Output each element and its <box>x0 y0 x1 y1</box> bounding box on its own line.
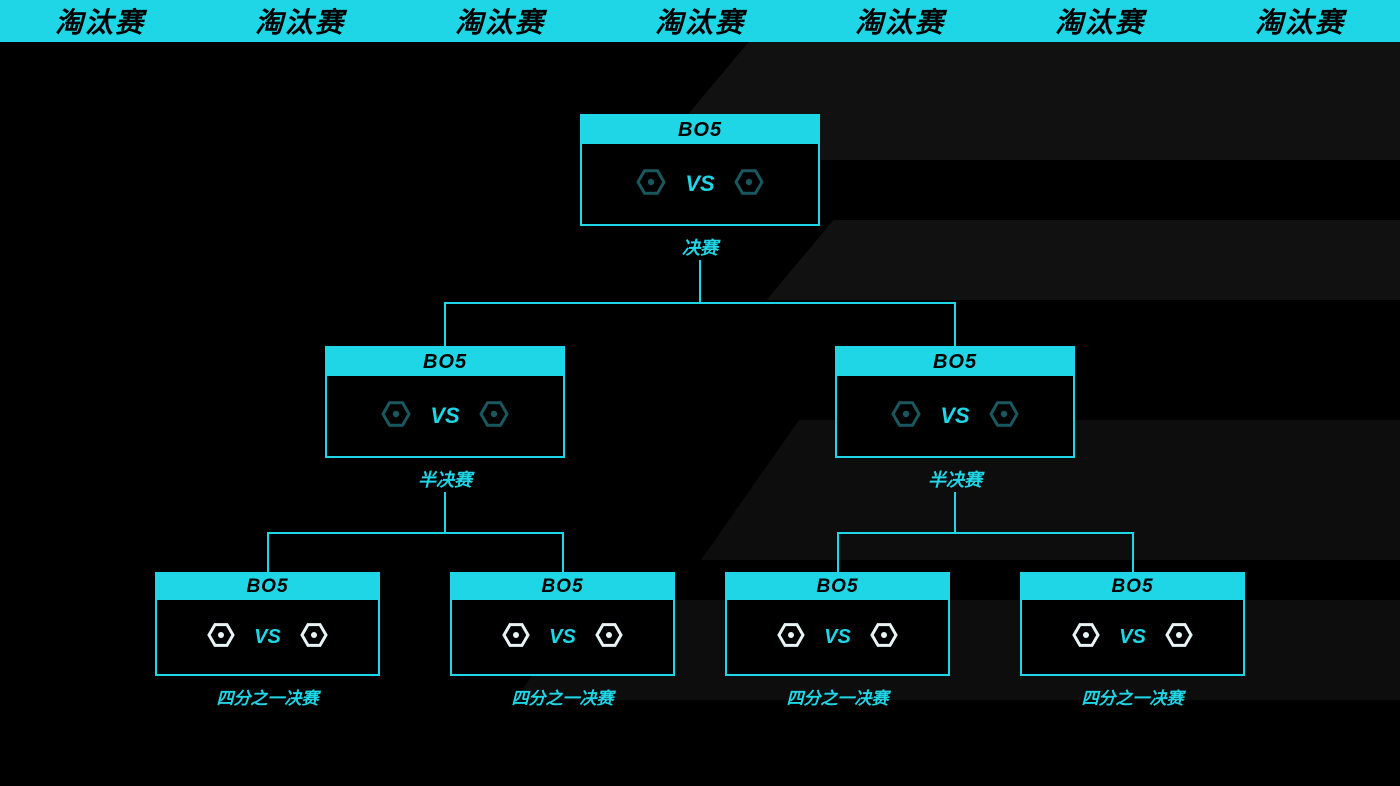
team-slot-icon <box>380 398 412 435</box>
banner-strip: 淘汰赛 淘汰赛 淘汰赛 淘汰赛 淘汰赛 淘汰赛 淘汰赛 <box>0 0 1400 42</box>
bracket-connector <box>267 532 269 572</box>
match-semifinal-1: BO5 VS <box>325 346 565 458</box>
banner-title: 淘汰赛 <box>1255 1 1345 41</box>
team-slot-icon <box>299 620 329 655</box>
bracket-connector <box>444 302 446 346</box>
match-final: BO5 VS <box>580 114 820 226</box>
round-label: 四分之一决赛 <box>1020 684 1245 709</box>
bracket-connector <box>267 532 564 534</box>
team-slot-icon <box>988 398 1020 435</box>
vs-label: VS <box>254 626 281 649</box>
match-body: VS <box>452 600 673 674</box>
bracket-connector <box>1132 532 1134 572</box>
vs-label: VS <box>549 626 576 649</box>
vs-label: VS <box>940 403 969 429</box>
vs-label: VS <box>824 626 851 649</box>
team-slot-icon <box>594 620 624 655</box>
match-body: VS <box>1022 600 1243 674</box>
bracket-connector <box>954 492 956 532</box>
match-format: BO5 <box>837 348 1073 376</box>
vs-label: VS <box>1119 626 1146 649</box>
team-slot-icon <box>478 398 510 435</box>
match-body: VS <box>582 144 818 224</box>
match-quarterfinal-1: BO5 VS <box>155 572 380 676</box>
match-quarterfinal-2: BO5 VS <box>450 572 675 676</box>
team-slot-icon <box>1071 620 1101 655</box>
match-semifinal-2: BO5 VS <box>835 346 1075 458</box>
match-body: VS <box>837 376 1073 456</box>
vs-label: VS <box>430 403 459 429</box>
bracket-connector <box>699 260 701 302</box>
round-label: 半决赛 <box>325 466 565 492</box>
banner-title: 淘汰赛 <box>455 1 545 41</box>
match-format: BO5 <box>327 348 563 376</box>
match-format: BO5 <box>452 574 673 600</box>
match-body: VS <box>327 376 563 456</box>
match-format: BO5 <box>1022 574 1243 600</box>
bracket-connector <box>837 532 1134 534</box>
team-slot-icon <box>869 620 899 655</box>
round-label: 四分之一决赛 <box>725 684 950 709</box>
banner-title: 淘汰赛 <box>855 1 945 41</box>
vs-label: VS <box>685 171 714 197</box>
banner-title: 淘汰赛 <box>255 1 345 41</box>
match-format: BO5 <box>727 574 948 600</box>
round-label: 决赛 <box>580 234 820 260</box>
banner-title: 淘汰赛 <box>55 1 145 41</box>
match-body: VS <box>727 600 948 674</box>
banner-title: 淘汰赛 <box>655 1 745 41</box>
team-slot-icon <box>776 620 806 655</box>
bracket-connector <box>954 302 956 346</box>
team-slot-icon <box>890 398 922 435</box>
bracket-connector <box>444 302 956 304</box>
round-label: 半决赛 <box>835 466 1075 492</box>
team-slot-icon <box>206 620 236 655</box>
bracket-container: BO5 VS 决赛 BO5 VS 半决赛 BO5 VS 半决赛 BO5 VS 四分之一决赛 BO5 VS 四… <box>0 42 1400 786</box>
bracket-connector <box>837 532 839 572</box>
banner-title: 淘汰赛 <box>1055 1 1145 41</box>
team-slot-icon <box>733 166 765 203</box>
bracket-connector <box>444 492 446 532</box>
bracket-connector <box>562 532 564 572</box>
round-label: 四分之一决赛 <box>155 684 380 709</box>
team-slot-icon <box>501 620 531 655</box>
match-format: BO5 <box>157 574 378 600</box>
match-quarterfinal-3: BO5 VS <box>725 572 950 676</box>
match-body: VS <box>157 600 378 674</box>
match-format: BO5 <box>582 116 818 144</box>
round-label: 四分之一决赛 <box>450 684 675 709</box>
team-slot-icon <box>635 166 667 203</box>
team-slot-icon <box>1164 620 1194 655</box>
match-quarterfinal-4: BO5 VS <box>1020 572 1245 676</box>
